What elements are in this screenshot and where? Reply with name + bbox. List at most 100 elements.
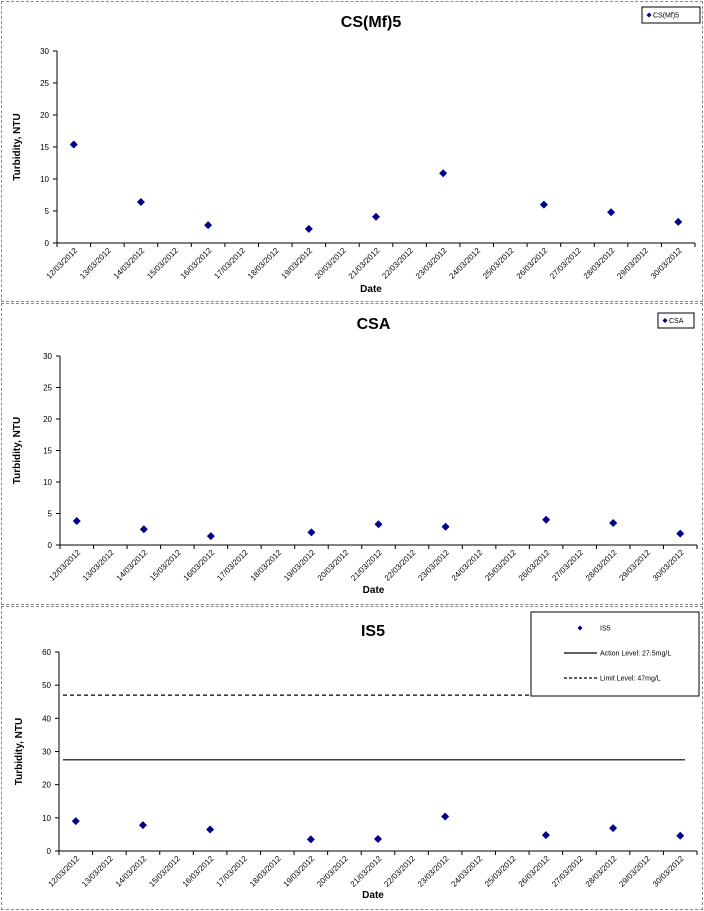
data-point (374, 520, 383, 529)
x-tick-label: 19/03/2012 (282, 548, 317, 583)
legend-box (657, 312, 695, 329)
x-tick-label: 21/03/2012 (349, 548, 384, 583)
x-tick-label: 22/03/2012 (380, 246, 415, 281)
y-tick-label: 60 (42, 648, 51, 657)
x-tick-label: 12/03/2012 (47, 548, 82, 583)
x-tick-label: 30/03/2012 (651, 548, 686, 583)
x-tick-label: 22/03/2012 (383, 548, 418, 583)
x-tick-label: 27/03/2012 (550, 548, 585, 583)
data-point (138, 821, 147, 830)
x-tick-label: 13/03/2012 (81, 548, 116, 583)
x-tick-label: 23/03/2012 (416, 854, 451, 889)
chart-panel-is5: IS5 Turbidity, NTU Date 0 10 20 30 40 50 60 12/03/… (1, 606, 703, 910)
x-axis-label: Date (362, 890, 384, 901)
data-point (204, 221, 213, 230)
data-point (541, 831, 550, 840)
y-tick-label: 20 (42, 781, 51, 790)
data-point (441, 522, 450, 531)
x-tick-label: 18/03/2012 (248, 854, 283, 889)
y-tick-label: 0 (47, 847, 52, 856)
x-tick-label: 20/03/2012 (316, 548, 351, 583)
x-tick-label: 26/03/2012 (517, 854, 552, 889)
x-tick-label: 16/03/2012 (182, 548, 217, 583)
data-point (609, 518, 618, 527)
legend-marker (662, 318, 668, 323)
data-point (372, 212, 380, 221)
x-tick-label: 14/03/2012 (114, 854, 149, 889)
x-tick-label: 17/03/2012 (214, 854, 249, 889)
legend-box (641, 6, 701, 24)
x-tick-label: 25/03/2012 (481, 246, 516, 281)
data-point (304, 224, 313, 233)
data-point (69, 140, 78, 149)
y-axis-label: Turbidity, NTU (12, 113, 23, 180)
x-tick-label: 29/03/2012 (617, 548, 652, 583)
chart-panel-cs-mf5: CS(Mf)5 Turbidity, NTU Date 0 5 10 15 20 25 30 12/… (1, 1, 703, 302)
x-tick-label: 13/03/2012 (80, 854, 115, 889)
y-tick-label: 50 (42, 681, 51, 690)
data-point (72, 517, 81, 526)
data-point (441, 812, 450, 821)
x-tick-label: 15/03/2012 (145, 246, 180, 281)
y-tick-label: 25 (40, 79, 49, 88)
x-tick-label: 21/03/2012 (347, 246, 382, 281)
data-point (676, 831, 685, 840)
y-tick-label: 10 (40, 175, 49, 184)
y-tick-label: 30 (40, 47, 49, 56)
x-tick-label: 18/03/2012 (246, 246, 281, 281)
x-tick-label: 15/03/2012 (148, 548, 183, 583)
x-tick-label: 21/03/2012 (349, 854, 384, 889)
x-tick-label: 14/03/2012 (112, 246, 147, 281)
data-point (539, 200, 548, 209)
x-tick-label: 29/03/2012 (615, 246, 650, 281)
x-tick-label: 20/03/2012 (315, 854, 350, 889)
x-tick-label: 27/03/2012 (550, 854, 585, 889)
x-tick-label: 22/03/2012 (382, 854, 417, 889)
y-tick-label: 20 (43, 415, 52, 424)
y-tick-label: 40 (42, 714, 51, 723)
legend-marker (577, 625, 583, 631)
y-tick-label: 30 (42, 748, 51, 757)
x-tick-label: 26/03/2012 (517, 548, 552, 583)
data-point (206, 532, 215, 541)
x-tick-label: 23/03/2012 (416, 548, 451, 583)
x-tick-label: 25/03/2012 (483, 854, 518, 889)
x-tick-label: 19/03/2012 (280, 246, 315, 281)
y-tick-label: 15 (40, 143, 49, 152)
data-point (139, 525, 148, 534)
y-axis-label: Turbidity, NTU (12, 417, 23, 484)
data-point (542, 515, 551, 524)
data-point (374, 835, 382, 844)
y-axis-label: Turbidity, NTU (14, 718, 25, 785)
x-tick-label: 16/03/2012 (181, 854, 216, 889)
y-tick-label: 5 (45, 207, 50, 216)
data-point (71, 817, 80, 826)
x-tick-label: 23/03/2012 (414, 246, 449, 281)
y-tick-label: 0 (45, 239, 50, 248)
legend-box (530, 611, 700, 697)
y-tick-label: 20 (40, 111, 49, 120)
y-tick-label: 10 (43, 478, 52, 487)
chart-title: CSA (357, 316, 391, 333)
x-tick-label: 17/03/2012 (212, 246, 247, 281)
x-tick-label: 18/03/2012 (249, 548, 284, 583)
x-tick-label: 13/03/2012 (78, 246, 113, 281)
x-tick-label: 15/03/2012 (147, 854, 182, 889)
x-tick-label: 16/03/2012 (179, 246, 214, 281)
data-point (439, 169, 448, 178)
y-tick-label: 25 (43, 384, 52, 393)
data-point (609, 824, 618, 833)
x-axis-label: Date (360, 284, 382, 295)
data-point (676, 529, 685, 538)
legend-label: Limit Level: 47mg/L (600, 676, 661, 683)
data-point (136, 198, 145, 207)
x-tick-label: 27/03/2012 (548, 246, 583, 281)
x-tick-label: 26/03/2012 (515, 246, 550, 281)
data-point (607, 208, 616, 217)
x-tick-label: 28/03/2012 (584, 548, 619, 583)
legend-label: CSA (669, 318, 684, 325)
chart-is5: IS5 Turbidity, NTU Date 0 10 20 30 40 50 60 12/03/… (14, 611, 700, 901)
data-point (306, 835, 315, 844)
legend-label: CS(Mf)5 (653, 13, 679, 20)
chart-title: CS(Mf)5 (341, 14, 402, 31)
